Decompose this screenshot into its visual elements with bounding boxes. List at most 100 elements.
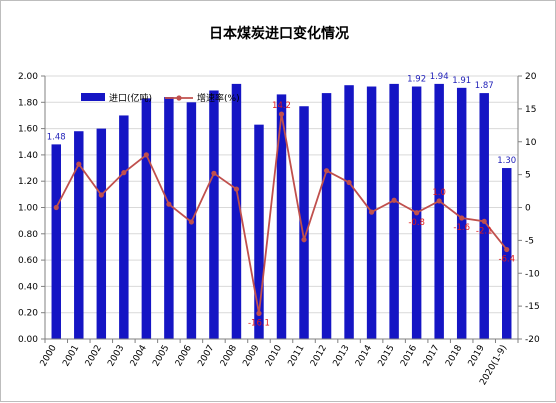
right-axis-tick-label: -20	[525, 335, 540, 345]
x-axis-tick-label: 2018	[444, 343, 464, 368]
bar	[276, 94, 287, 339]
legend-label-growth: 增速率(%)	[197, 92, 240, 104]
x-axis-tick-label: 2002	[84, 344, 104, 369]
growth-point	[121, 170, 127, 176]
bar	[389, 83, 399, 339]
line-data-label: -16.1	[248, 318, 270, 328]
right-axis-tick-label: 15	[525, 105, 536, 115]
x-axis-tick-label: 2005	[151, 344, 171, 369]
growth-point	[53, 204, 59, 211]
line-data-label: -1.6	[453, 223, 470, 233]
growth-point	[414, 210, 420, 216]
legend-swatch-growth-marker	[176, 95, 182, 101]
growth-point	[256, 310, 262, 316]
bar	[299, 106, 309, 340]
left-axis-tick-label: 0.60	[18, 256, 38, 266]
left-axis-tick-label: 1.00	[18, 204, 38, 214]
legend: 进口(亿吨) 增速率(%)	[81, 92, 240, 104]
right-axis-tick-label: -10	[525, 269, 540, 279]
left-axis-tick-label: 1.80	[18, 98, 38, 108]
bar	[502, 168, 512, 339]
line-data-label: -6.4	[498, 255, 515, 265]
x-axis-tick-label: 2000	[39, 343, 59, 368]
bar	[456, 87, 467, 340]
x-axis-tick-label: 2019	[467, 343, 487, 368]
right-axis-tick-label: 10	[525, 138, 537, 148]
bar	[209, 90, 219, 339]
growth-point	[166, 201, 172, 207]
bar-data-label: 1.30	[497, 156, 516, 166]
growth-point	[323, 168, 330, 174]
line-data-label: 1.0	[432, 188, 446, 198]
x-axis-tick-label: 2017	[422, 344, 442, 369]
growth-point	[391, 197, 397, 203]
right-axis-tick-label: 0	[525, 204, 531, 214]
growth-point	[98, 192, 104, 198]
growth-point	[76, 161, 82, 167]
legend-label-imports: 进口(亿吨)	[109, 92, 152, 104]
growth-point	[459, 215, 465, 221]
bar	[344, 85, 354, 339]
x-axis-tick-label: 2011	[287, 344, 307, 369]
data-labels: 1.48 1.92 1.94 1.91 1.87 1.30 -16.1 14.2 -0.8 1.0…	[47, 72, 516, 328]
x-axis-tick-label: 2009	[241, 343, 261, 368]
growth-point	[436, 198, 442, 204]
bar	[164, 97, 174, 339]
bar	[231, 83, 242, 339]
x-axis-tick-label: 2016	[399, 343, 419, 368]
left-axis-tick-label: 2.00	[18, 72, 38, 82]
x-axis-tick-label: 2012	[309, 344, 329, 369]
bar	[254, 124, 264, 339]
bar-data-label: 1.91	[452, 76, 471, 86]
growth-point	[278, 111, 285, 117]
x-axis-tick-label: 2003	[106, 344, 126, 369]
chart-title: 日本煤炭进口变化情况	[209, 25, 349, 42]
bar-series	[51, 83, 512, 340]
bar	[51, 144, 61, 339]
right-axis-tick-label: 20	[525, 72, 537, 82]
bar	[119, 115, 129, 339]
growth-point	[346, 179, 352, 186]
growth-point	[504, 246, 510, 253]
bar-data-label: 1.87	[475, 81, 494, 91]
right-axis-tick-label: -15	[525, 302, 540, 312]
growth-point	[188, 219, 195, 225]
left-axis-tick-label: 0.80	[18, 230, 38, 240]
left-axis-tick-label: 1.60	[18, 125, 38, 135]
bar	[321, 93, 332, 339]
right-axis-tick-label: -5	[525, 236, 534, 246]
bar	[96, 128, 107, 339]
bar	[74, 131, 84, 339]
growth-point	[233, 186, 240, 192]
growth-point	[368, 209, 375, 215]
left-axis-tick-label: 0.40	[18, 282, 38, 292]
left-axis-tick-label: 1.20	[18, 177, 38, 187]
line-data-label: -2.1	[476, 226, 493, 236]
growth-point	[301, 237, 307, 243]
bar-data-label: 1.48	[47, 132, 66, 142]
left-axis-tick-label: 1.40	[18, 151, 38, 161]
x-axis-tick-label: 2015	[377, 344, 397, 369]
x-axis-tick-label: 2013	[332, 344, 352, 369]
bar-data-label: 1.94	[430, 72, 449, 82]
growth-point	[211, 170, 217, 176]
bar	[434, 83, 444, 339]
bar-data-label: 1.92	[407, 75, 426, 85]
x-axis-tick-label: 2007	[196, 344, 216, 369]
x-axis-tick-label: 2014	[354, 343, 374, 368]
growth-point	[143, 152, 149, 158]
x-axis-tick-label: 2010	[264, 343, 284, 368]
x-axis-tick-label: 2006	[174, 343, 194, 368]
bar	[479, 93, 489, 339]
left-axis-tick-label: 0.20	[18, 309, 38, 319]
x-axis-tick-label: 2004	[129, 343, 149, 368]
line-data-label: 14.2	[272, 101, 291, 111]
legend-swatch-imports	[81, 93, 105, 101]
bar	[141, 98, 152, 339]
x-axis-tick-label: 2001	[61, 344, 81, 369]
x-axis-tick-label: 2008	[219, 343, 239, 368]
line-data-label: -0.8	[408, 218, 425, 228]
line-series	[53, 111, 510, 316]
